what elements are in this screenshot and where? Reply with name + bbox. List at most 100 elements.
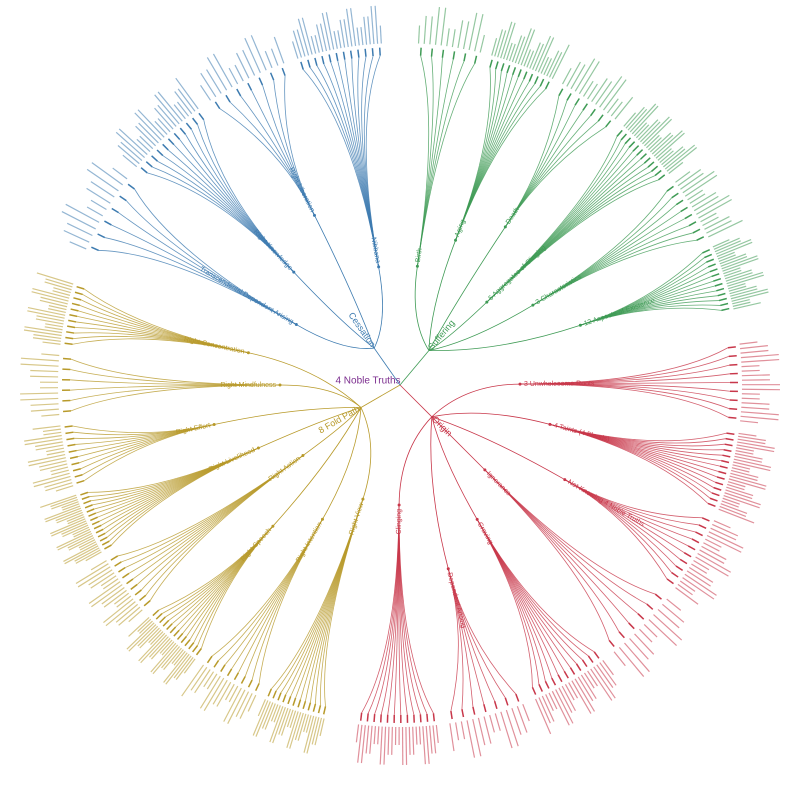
leaf-text-stub [319, 23, 328, 52]
leaf-text-stub [379, 25, 382, 44]
leaf-link [532, 190, 668, 306]
leaf-text-stub [546, 50, 560, 77]
leaf-text-stub [244, 37, 261, 74]
leaf-text-stub [491, 38, 498, 56]
leaf-text-stub [20, 363, 59, 367]
leaf-text-stub [719, 505, 747, 517]
leaf-text-stub [682, 170, 715, 194]
leaf-text-stub [466, 720, 476, 758]
leaf-text-stub [511, 707, 522, 735]
leaf-text-stub [551, 44, 570, 80]
leaf-text-stub [79, 541, 97, 551]
leaf-link [398, 504, 428, 715]
leaf-text-stub [157, 91, 183, 122]
leaf-tick [575, 663, 582, 671]
leaf-link [455, 70, 502, 241]
leaf-text-stub [705, 538, 722, 548]
leaf-text-stub [631, 105, 659, 135]
leaf-tick [297, 699, 302, 708]
leaf-link [134, 188, 297, 325]
leaf-text-stub [72, 526, 90, 536]
leaf-text-stub [30, 369, 59, 373]
leaf-text-stub [580, 674, 597, 700]
leaf-text-stub [57, 532, 93, 551]
leaf-tick [179, 127, 187, 135]
leaf-tick [726, 432, 735, 436]
leaf-text-stub [677, 168, 702, 187]
leaf-text-stub [157, 104, 177, 127]
leaf-tick [110, 555, 119, 561]
leaf-tick [66, 437, 75, 441]
leaf-text-stub [727, 483, 745, 491]
leaf-text-stub [216, 681, 232, 707]
leaf-text-stub [566, 61, 581, 87]
leaf-tick [590, 108, 596, 117]
leaf-text-stub [423, 15, 427, 44]
leaf-text-stub [176, 101, 190, 117]
leaf-tick [67, 325, 76, 329]
leaf-text-stub [666, 598, 682, 611]
leaf-tick [258, 77, 264, 86]
leaf-tick [675, 199, 684, 206]
leaf-tick [127, 183, 135, 190]
leaf-text-stub [561, 67, 572, 85]
leaf-link [70, 384, 281, 412]
leaf-tick [544, 680, 550, 689]
leaf-tick [176, 632, 184, 640]
leaf-text-stub [684, 174, 718, 197]
leaf-text-stub [418, 726, 422, 745]
leaf-text-stub [497, 30, 507, 58]
leaf-tick [618, 631, 625, 639]
leaf-tick [557, 674, 563, 683]
leaf-link [284, 75, 315, 216]
leaf-tick [636, 149, 644, 156]
leaf-text-stub [474, 14, 484, 52]
leaf-text-stub [682, 577, 715, 600]
leaf-text-stub [704, 216, 730, 230]
leaf-text-stub [713, 520, 731, 529]
leaf-text-stub [624, 642, 650, 673]
leaf-tick [192, 645, 199, 653]
leaf-text-stub [629, 103, 657, 133]
leaf-text-stub [440, 7, 447, 46]
leaf-text-stub [68, 537, 95, 551]
leaf-text-stub [264, 703, 276, 730]
leaf-tick [225, 94, 231, 103]
leaf-text-stub [732, 301, 751, 307]
leaf-tick [493, 700, 498, 710]
leaf-text-stub [577, 676, 594, 702]
leaf-text-stub [247, 694, 257, 712]
leaf-text-stub [177, 88, 196, 112]
leaf-tick [159, 616, 166, 624]
leaf-text-stub [422, 726, 426, 765]
leaf-link [398, 504, 434, 714]
leaf-text-stub [741, 365, 760, 368]
leaf-tick [88, 512, 97, 517]
leaf-text-stub [77, 566, 111, 588]
leaf-tick [720, 302, 729, 307]
link [279, 384, 362, 408]
leaf-tick [483, 703, 487, 713]
leaf-link [357, 57, 380, 267]
leaf-tick [544, 81, 550, 90]
leaf-tick [302, 700, 307, 710]
leaf-tick [658, 174, 666, 181]
leaf-text-stub [311, 717, 320, 745]
leaf-text-stub [700, 212, 717, 223]
leaf-text-stub [100, 575, 117, 587]
leaf-text-stub [545, 694, 554, 711]
leaf-text-stub [574, 58, 596, 92]
leaf-text-stub [696, 194, 730, 215]
leaf-link [258, 519, 323, 684]
leaf-text-stub [105, 601, 136, 627]
leaf-text-stub [713, 237, 740, 250]
leaf-tick [723, 448, 732, 453]
leaf-text-stub [483, 716, 492, 744]
leaf-text-stub [88, 581, 121, 604]
leaf-link [111, 447, 259, 546]
leaf-link [455, 88, 546, 241]
leaf-text-stub [86, 168, 119, 192]
leaf-text-stub [139, 135, 154, 150]
leaf-text-stub [570, 64, 586, 90]
leaf-text-stub [733, 302, 761, 310]
